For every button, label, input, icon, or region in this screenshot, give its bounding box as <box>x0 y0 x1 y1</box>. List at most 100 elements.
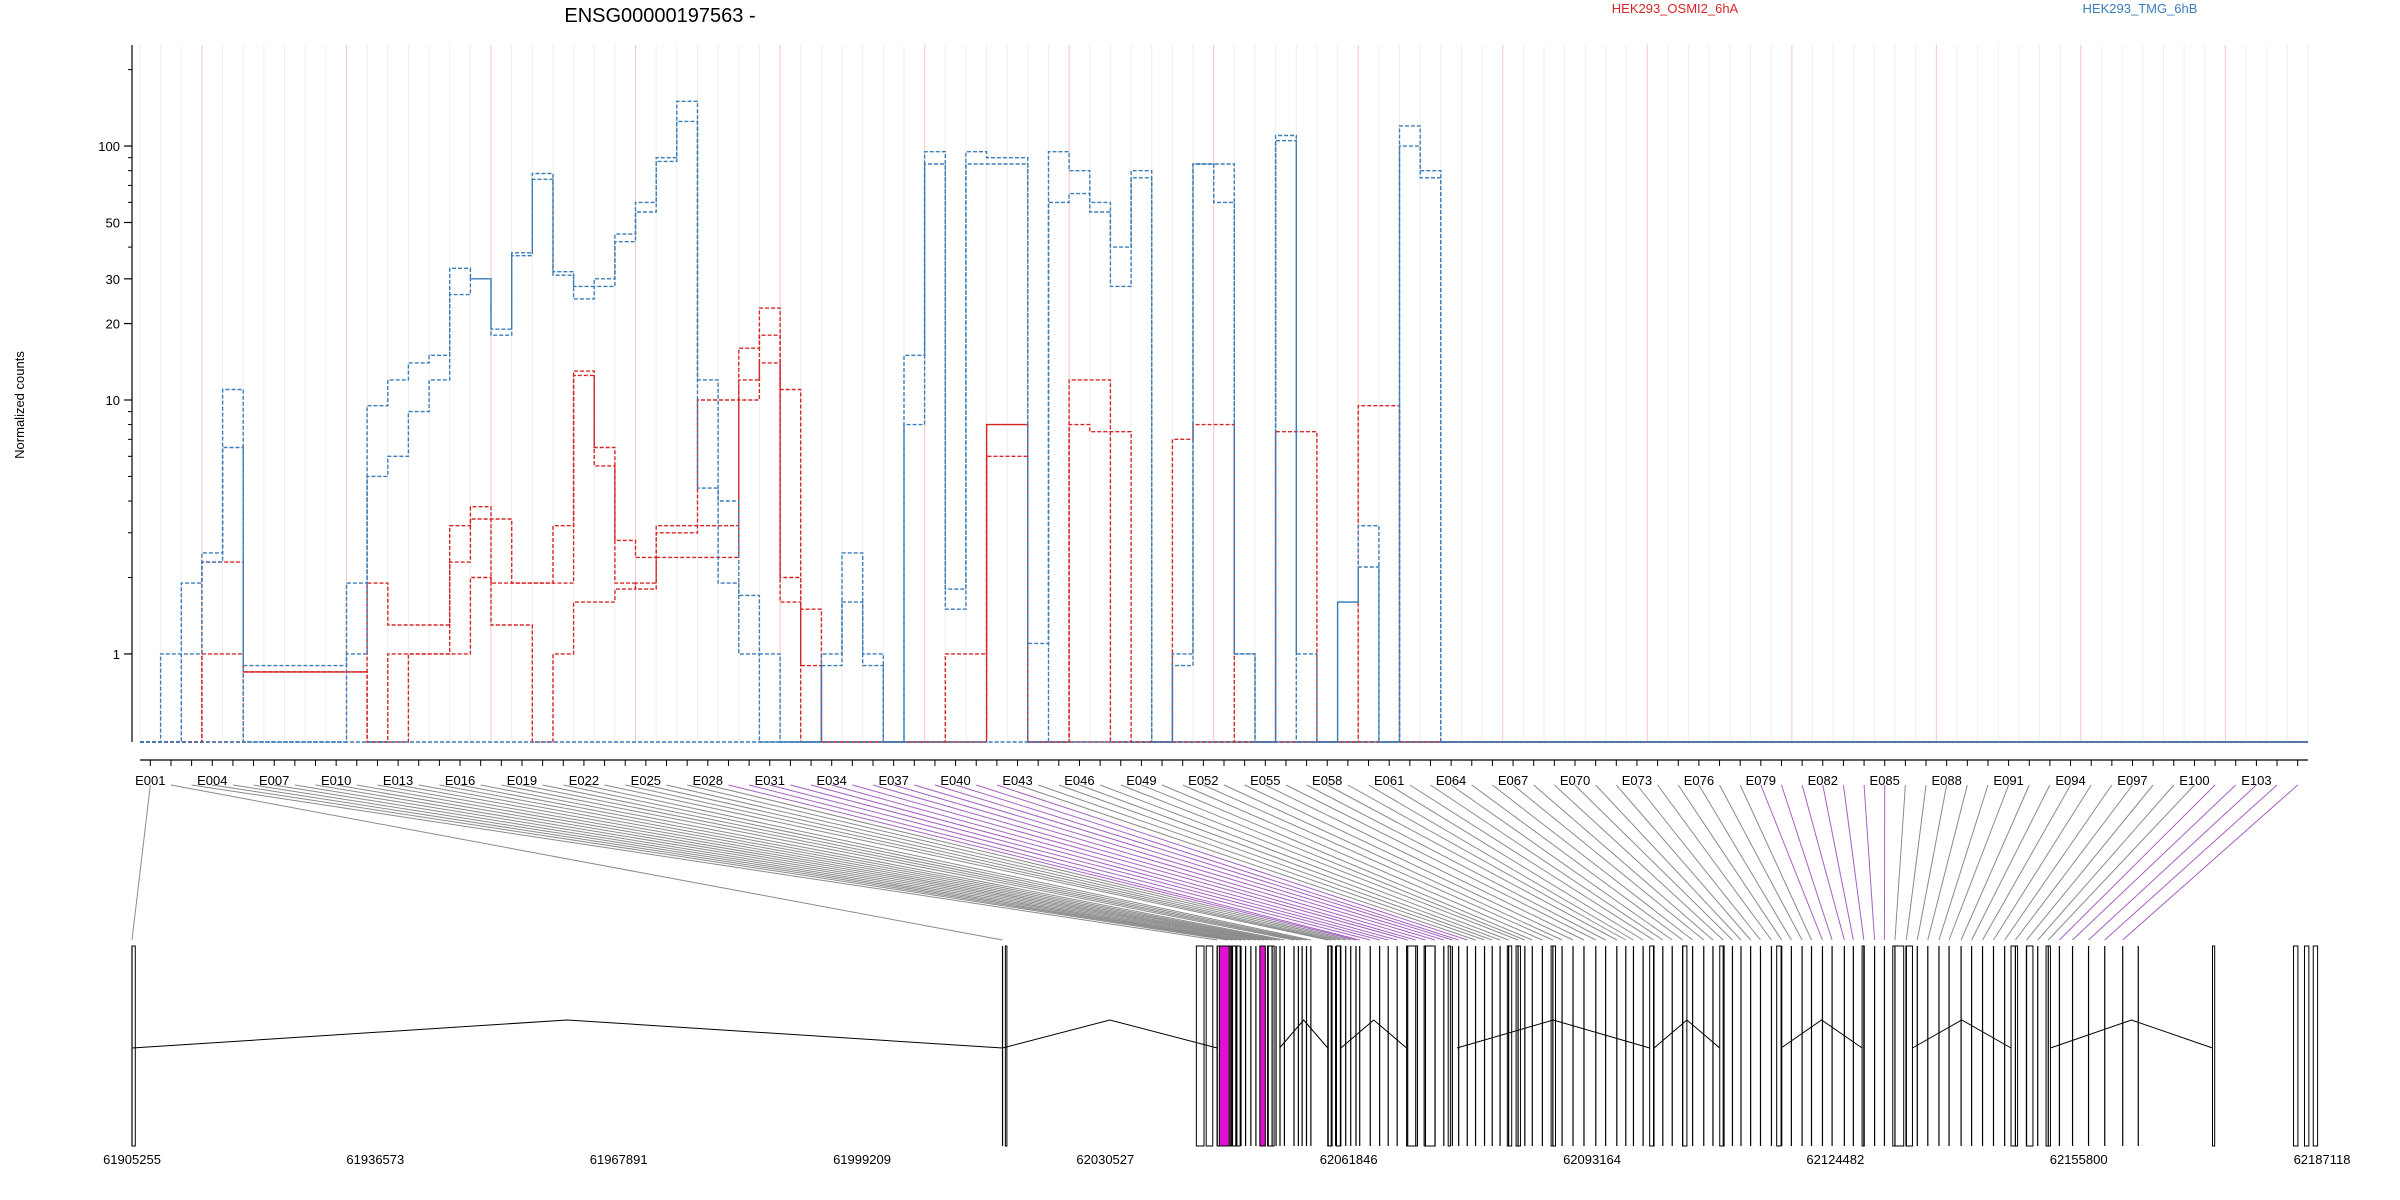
intron-line <box>1340 1019 1407 1049</box>
x-tick-label: E040 <box>940 773 970 788</box>
exon-connector <box>1492 784 1693 941</box>
exon-connector <box>480 784 1285 941</box>
exon-connector <box>191 784 1218 941</box>
exon-connector <box>1863 784 1876 941</box>
exon-box <box>1195 945 1205 1147</box>
exon-connector <box>232 784 1233 941</box>
x-tick-label: E091 <box>1993 773 2023 788</box>
exon-box <box>1004 945 1008 1147</box>
y-axis-label: Normalized counts <box>12 351 27 459</box>
exon-connector <box>1450 784 1673 941</box>
exon-connector <box>501 784 1295 941</box>
exon-connector <box>2088 784 2257 941</box>
exon-connector <box>1038 784 1485 941</box>
exon-connector <box>1141 784 1526 941</box>
x-tick-label: E064 <box>1436 773 1466 788</box>
exon-connector <box>1306 784 1606 941</box>
exon-connector <box>2026 784 2154 941</box>
exon-connector <box>294 784 1246 941</box>
exon-connector <box>377 784 1265 941</box>
legend-series-2: HEK293_TMG_6hB <box>2083 1 2198 16</box>
x-tick-label: E043 <box>1002 773 1032 788</box>
exon-connector <box>1822 784 1854 941</box>
exon-connector <box>625 784 1332 941</box>
legend-series-1: HEK293_OSMI2_6hA <box>1612 1 1739 16</box>
genomic-tick-label: 62030527 <box>1076 1152 1134 1167</box>
exon-connector <box>1948 784 2010 941</box>
exon-connector <box>1719 784 1803 941</box>
exon-connector <box>2004 784 2113 941</box>
exon-connector <box>1368 784 1634 941</box>
x-tick-label: E055 <box>1250 773 1280 788</box>
exon-box <box>1447 945 1451 1147</box>
exon-connector <box>583 784 1311 941</box>
exon-connector <box>1409 784 1654 941</box>
genomic-tick-label: 61967891 <box>590 1152 648 1167</box>
exon-connector <box>852 784 1408 941</box>
x-tick-label: E022 <box>569 773 599 788</box>
exon-connector <box>831 784 1398 941</box>
x-tick-label: E058 <box>1312 773 1342 788</box>
exon-connector <box>1993 784 2092 941</box>
exon-grid <box>139 45 2309 742</box>
exon-connector <box>996 784 1468 941</box>
exon-connector <box>1739 784 1812 941</box>
series-line <box>140 307 2308 743</box>
exon-connector <box>1099 784 1509 941</box>
exon-connector <box>2059 784 2216 941</box>
exon-connector <box>810 784 1389 941</box>
chart-title: ENSG00000197563 - <box>564 5 755 27</box>
exon-connector <box>1905 784 1927 941</box>
exon-connector <box>274 784 1242 941</box>
exon-box <box>2010 945 2019 1147</box>
exon-connector <box>1058 784 1493 941</box>
highlighted-exon <box>1218 945 1230 1147</box>
series-line <box>140 125 2308 743</box>
exon-connector <box>1960 784 2030 941</box>
exon-connector <box>1182 784 1543 941</box>
exon-connector <box>1894 784 1906 941</box>
exon-connector <box>1677 784 1783 941</box>
intron-line <box>1279 1019 1329 1049</box>
exon-connector <box>1265 784 1585 941</box>
genomic-tick-label: 62093164 <box>1563 1152 1621 1167</box>
exon-box <box>1236 945 1241 1147</box>
exon-box <box>1776 945 1782 1147</box>
x-tick-label: E019 <box>507 773 537 788</box>
exon-connector <box>1471 784 1684 941</box>
exon-connector <box>790 784 1380 941</box>
x-tick-label: E103 <box>2241 773 2271 788</box>
exon-box <box>2212 945 2216 1147</box>
x-tick-label: E088 <box>1931 773 1961 788</box>
exon-connector <box>2037 784 2175 941</box>
x-tick-label: E037 <box>878 773 908 788</box>
exon-connector <box>1430 784 1664 941</box>
exon-connector <box>955 784 1453 941</box>
exon-connector <box>893 784 1426 941</box>
series-line <box>140 100 2308 743</box>
x-tick-label: E100 <box>2179 773 2209 788</box>
exon-connector <box>1595 784 1742 941</box>
x-tick-label: E070 <box>1560 773 1590 788</box>
exon-connector <box>356 784 1261 941</box>
x-tick-label: E082 <box>1808 773 1838 788</box>
exon-connector <box>315 784 1251 941</box>
intron-line <box>1780 1019 1863 1049</box>
exon-connector <box>131 784 151 941</box>
intron-line <box>1002 1019 1218 1049</box>
exon-connector <box>1615 784 1752 941</box>
x-tick-label: E031 <box>755 773 785 788</box>
exon-connector <box>1636 784 1761 941</box>
exon-connector <box>728 784 1357 941</box>
y-tick-label: 10 <box>106 393 120 408</box>
series-line <box>140 362 2308 743</box>
x-tick-label: E097 <box>2117 773 2147 788</box>
exon-connector <box>1698 784 1792 941</box>
exon-connector <box>976 784 1459 941</box>
gene-model: 61905255 61936573 61967891 61999209 62030527… <box>103 945 2350 1167</box>
exon-connector <box>1120 784 1519 941</box>
x-tick-label: E046 <box>1064 773 1094 788</box>
exon-connector <box>645 784 1336 941</box>
